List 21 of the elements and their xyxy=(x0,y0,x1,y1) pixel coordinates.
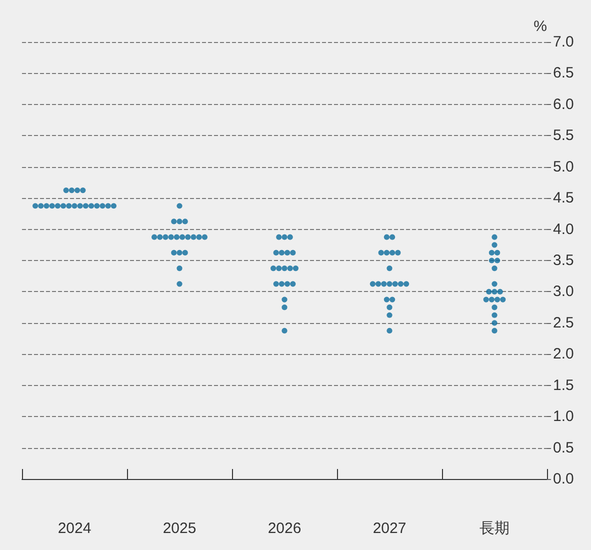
y-tick-label: 2.5 xyxy=(553,314,574,332)
y-axis-title: % xyxy=(534,18,547,35)
y-tick-label: 3.5 xyxy=(553,252,574,269)
y-tick-label: 5.5 xyxy=(553,127,574,144)
x-tick-label: 2025 xyxy=(162,520,196,537)
y-tick-label: 1.0 xyxy=(553,408,574,426)
y-tick-label: 7.0 xyxy=(553,34,574,50)
y-tick-label: 1.5 xyxy=(553,376,574,394)
y-tick-label: 2.0 xyxy=(553,346,574,363)
x-tick-label: 2024 xyxy=(58,520,92,537)
y-tick-label: 4.0 xyxy=(553,220,574,238)
y-tick-label: 5.0 xyxy=(553,158,574,176)
y-tick-label: 3.0 xyxy=(553,283,574,300)
x-tick-label: 長期 xyxy=(480,520,510,537)
y-tick-label: 4.5 xyxy=(553,190,574,207)
x-tick-label: 2027 xyxy=(372,520,406,537)
y-tick-label: 0.5 xyxy=(553,439,574,456)
x-tick-label: 2026 xyxy=(268,520,302,537)
y-tick-label: 0.0 xyxy=(553,470,574,488)
y-tick-label: 6.0 xyxy=(553,96,574,113)
y-tick-label: 6.5 xyxy=(553,64,574,82)
